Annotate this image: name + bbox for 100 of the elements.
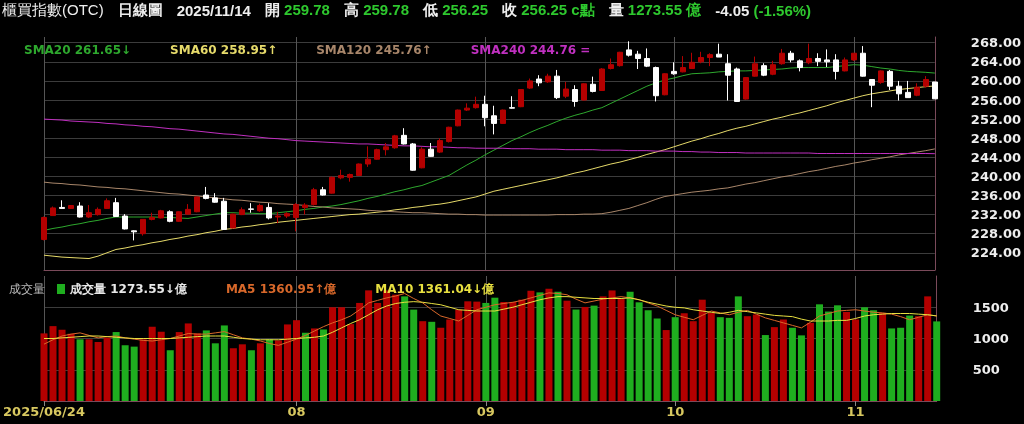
text: 2025/11/14 bbox=[176, 2, 251, 19]
candlestick bbox=[860, 45, 866, 78]
candlestick bbox=[734, 67, 740, 103]
bar bbox=[689, 321, 697, 401]
bar bbox=[274, 340, 282, 401]
candlestick bbox=[896, 80, 902, 101]
line-series bbox=[43, 148, 936, 216]
bar bbox=[347, 324, 355, 401]
bar bbox=[824, 311, 832, 401]
bar bbox=[644, 310, 652, 401]
candlestick bbox=[158, 209, 164, 219]
bar bbox=[329, 307, 337, 401]
candlestick bbox=[356, 163, 362, 177]
bar bbox=[852, 319, 860, 401]
bar bbox=[843, 311, 851, 401]
candlestick bbox=[788, 50, 794, 63]
candlestick bbox=[266, 202, 272, 220]
bar bbox=[779, 319, 787, 401]
text: SMA240 244.76 = bbox=[470, 43, 591, 57]
candlestick bbox=[743, 76, 749, 101]
bar bbox=[40, 333, 48, 401]
bar bbox=[76, 339, 84, 401]
candlestick bbox=[752, 56, 758, 78]
candlestick bbox=[329, 175, 335, 195]
bar bbox=[112, 332, 120, 401]
bar bbox=[265, 339, 273, 401]
bar bbox=[897, 327, 905, 401]
text: 量 1273.55 億 bbox=[608, 1, 702, 18]
bar bbox=[94, 342, 102, 401]
bar bbox=[915, 316, 923, 401]
candlestick bbox=[446, 126, 452, 144]
bar bbox=[256, 343, 264, 401]
bar bbox=[698, 299, 706, 401]
candlestick bbox=[869, 78, 875, 108]
candlestick bbox=[653, 66, 659, 102]
candlestick bbox=[563, 81, 569, 99]
bar bbox=[103, 337, 111, 401]
bar bbox=[338, 307, 346, 401]
bar bbox=[229, 348, 237, 401]
candlestick bbox=[500, 109, 506, 125]
bar bbox=[834, 305, 842, 401]
bar bbox=[752, 314, 760, 401]
chart-subtitle: 日線圖 bbox=[117, 1, 163, 20]
bar bbox=[356, 302, 364, 401]
x-tick-label: 08 bbox=[287, 404, 306, 419]
candlestick bbox=[617, 51, 623, 68]
bar bbox=[545, 288, 553, 401]
bar bbox=[725, 317, 733, 401]
bar bbox=[238, 344, 246, 401]
bar bbox=[806, 322, 814, 401]
bar bbox=[626, 291, 634, 401]
bar bbox=[130, 346, 138, 401]
candlestick bbox=[707, 52, 713, 67]
candlestick bbox=[509, 95, 515, 110]
bar bbox=[193, 333, 201, 401]
bar bbox=[482, 302, 490, 401]
candlestick bbox=[689, 52, 695, 70]
candlestick bbox=[239, 206, 245, 216]
y-tick-label: 232.00 bbox=[970, 207, 1022, 223]
candlestick bbox=[635, 50, 641, 70]
text: SMA120 245.76↑ bbox=[316, 43, 432, 57]
bar bbox=[653, 318, 661, 401]
bar bbox=[446, 319, 454, 401]
text: 開 259.78 bbox=[264, 1, 330, 18]
bar bbox=[563, 300, 571, 401]
candlestick bbox=[824, 48, 830, 68]
bar bbox=[716, 317, 724, 401]
bar bbox=[761, 335, 769, 401]
bar bbox=[184, 323, 192, 401]
candlestick bbox=[842, 57, 848, 72]
candlestick bbox=[68, 204, 74, 210]
candlestick bbox=[680, 55, 686, 73]
candlestick bbox=[581, 82, 587, 101]
text: SMA20 261.65↓ bbox=[24, 43, 132, 57]
candlestick bbox=[50, 206, 56, 217]
text: 高 259.78 bbox=[343, 1, 410, 18]
candlestick bbox=[887, 69, 893, 91]
candlestick bbox=[851, 52, 857, 62]
candlestick bbox=[491, 105, 497, 135]
candlestick bbox=[392, 134, 398, 150]
candlestick bbox=[590, 76, 596, 93]
candlestick bbox=[428, 142, 434, 158]
candlestick bbox=[518, 88, 524, 108]
candlestick bbox=[473, 96, 479, 110]
candlestick bbox=[194, 195, 200, 213]
candlestick bbox=[248, 202, 254, 214]
bar bbox=[311, 328, 319, 401]
candlestick bbox=[545, 73, 551, 84]
bar bbox=[58, 329, 66, 401]
candlestick bbox=[365, 145, 371, 168]
candlestick bbox=[95, 206, 101, 217]
candlestick bbox=[716, 43, 722, 58]
bar bbox=[419, 321, 427, 401]
candlestick bbox=[347, 173, 353, 183]
bar bbox=[320, 329, 328, 401]
y-tick-label: 224.00 bbox=[970, 245, 1022, 261]
candlestick bbox=[527, 78, 533, 90]
bar bbox=[509, 302, 517, 401]
candlestick bbox=[104, 197, 110, 210]
bar bbox=[861, 307, 869, 401]
